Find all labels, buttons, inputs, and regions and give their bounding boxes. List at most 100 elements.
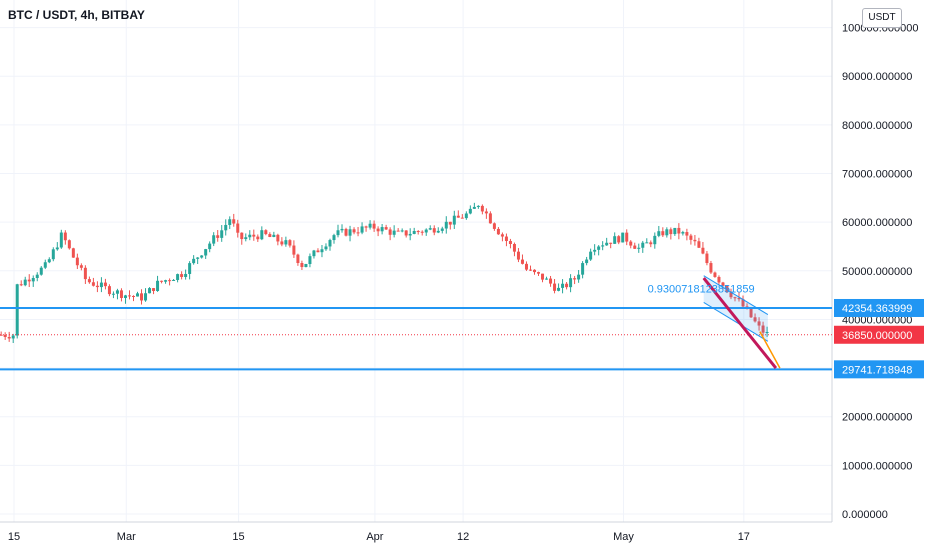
candle — [172, 279, 176, 281]
candle — [456, 210, 460, 218]
candle — [131, 295, 135, 302]
candle — [516, 248, 520, 263]
candle-body — [713, 272, 717, 277]
candle-body — [240, 232, 244, 240]
candle-body — [63, 232, 67, 241]
candle-body — [95, 285, 99, 288]
candle-body — [216, 235, 220, 238]
candle-body — [47, 259, 51, 263]
candle-body — [721, 282, 725, 286]
candle — [697, 237, 701, 249]
candle — [244, 233, 248, 242]
candle-body — [360, 226, 364, 233]
candle — [123, 294, 127, 304]
candle-body — [376, 228, 380, 232]
candle-body — [561, 283, 565, 288]
candle-body — [424, 229, 428, 233]
y-tick-label: 10000.000000 — [842, 460, 912, 472]
candle-body — [749, 308, 753, 318]
candle-body — [581, 263, 585, 275]
candles — [0, 202, 769, 344]
candle-body — [328, 240, 332, 247]
candle-body — [140, 293, 144, 301]
candle — [605, 237, 609, 246]
candle — [240, 232, 244, 245]
candle-body — [79, 265, 83, 268]
candle — [625, 229, 629, 246]
candle-body — [308, 256, 312, 265]
candle — [164, 279, 168, 284]
candle — [444, 216, 448, 234]
candle — [488, 211, 492, 224]
candle-body — [168, 280, 172, 282]
candle — [633, 242, 637, 250]
candle — [15, 283, 19, 339]
candle-body — [565, 283, 569, 288]
candle — [160, 280, 164, 284]
candle-body — [39, 267, 43, 275]
candle-body — [765, 331, 769, 333]
candle-body — [352, 229, 356, 233]
candle — [127, 290, 131, 300]
candle — [424, 228, 428, 236]
candle-body — [617, 236, 621, 243]
candle-body — [717, 276, 721, 283]
y-tick-label: 70000.000000 — [842, 169, 912, 181]
candle-body — [144, 293, 148, 301]
candle-body — [332, 235, 336, 241]
candle-body — [272, 234, 276, 237]
candle-body — [492, 223, 496, 229]
candle — [332, 233, 336, 244]
candle-body — [31, 278, 35, 282]
candle — [55, 242, 59, 251]
y-tick-label: 60000.000000 — [842, 217, 912, 229]
candle-body — [541, 273, 545, 280]
candle-body — [705, 253, 709, 264]
candle — [356, 227, 360, 237]
candle-body — [71, 248, 75, 258]
candle-body — [460, 217, 464, 219]
candle-body — [276, 234, 280, 242]
candle-body — [87, 279, 91, 283]
candle-body — [59, 232, 63, 248]
candle-body — [35, 274, 39, 279]
candle-body — [280, 241, 284, 245]
candle-body — [677, 227, 681, 234]
candle-body — [11, 335, 15, 339]
candle — [452, 210, 456, 229]
candle — [348, 225, 352, 242]
candle-body — [208, 243, 212, 250]
currency-button[interactable]: USDT — [862, 8, 902, 28]
candle — [649, 240, 653, 248]
candle-body — [164, 280, 168, 282]
candle — [512, 242, 516, 257]
candle — [35, 272, 39, 282]
candle-body — [496, 228, 500, 235]
candle-body — [737, 297, 741, 300]
candle-body — [119, 290, 123, 298]
candle-body — [131, 295, 135, 297]
candle — [585, 256, 589, 266]
candle — [380, 224, 384, 235]
candle — [733, 296, 737, 302]
candle-body — [324, 246, 328, 250]
price-tag-bg — [834, 298, 924, 317]
candle — [496, 227, 500, 235]
candle — [508, 238, 512, 249]
candle-body — [115, 290, 119, 294]
candle-body — [725, 285, 729, 293]
candle — [212, 232, 216, 247]
candle-body — [152, 288, 156, 291]
candle-body — [27, 279, 31, 282]
candle-body — [304, 264, 308, 268]
candle-body — [516, 251, 520, 260]
candle — [709, 260, 713, 275]
x-tick-label: 15 — [232, 531, 244, 543]
candle — [416, 230, 420, 235]
candle-body — [3, 334, 7, 338]
candle-body — [669, 229, 673, 235]
candle-body — [336, 230, 340, 236]
candle-body — [200, 255, 204, 258]
candle — [11, 333, 15, 344]
